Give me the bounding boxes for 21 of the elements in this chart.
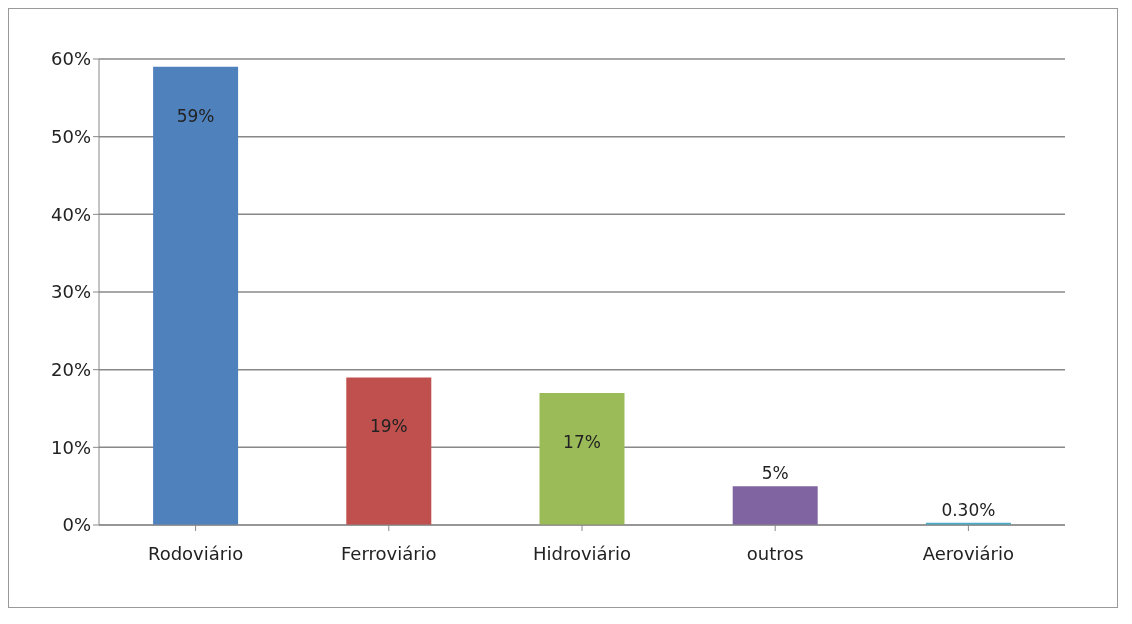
x-tick-label: Aeroviário [922,542,1014,564]
bar [732,486,818,525]
y-tick-label: 60% [50,48,91,70]
data-label: 59% [176,105,215,126]
x-tick-label: outros [746,542,804,564]
x-tick-label: Rodoviário [147,542,244,564]
x-tick-label: Hidroviário [532,542,632,564]
data-label: 0.30% [941,499,996,520]
y-tick-label: 10% [50,436,91,458]
x-tick-label: Ferroviário [340,542,437,564]
y-tick-label: 0% [62,514,91,536]
y-tick-label: 50% [50,126,91,148]
bar [539,392,625,525]
y-tick-label: 40% [50,203,91,225]
data-label: 17% [563,431,601,452]
y-tick-label: 30% [50,281,91,303]
bar [153,66,239,525]
bar [346,377,432,525]
data-label: 5% [761,463,789,484]
data-label: 19% [369,416,408,437]
y-tick-label: 20% [50,359,91,381]
